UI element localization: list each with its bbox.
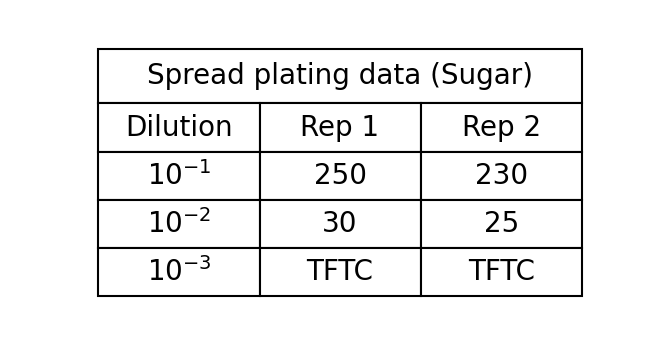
Text: 30: 30 — [322, 210, 358, 238]
Bar — [98, 49, 582, 103]
Bar — [98, 152, 260, 200]
Bar — [260, 152, 420, 200]
Text: Dilution: Dilution — [125, 114, 233, 142]
Bar — [98, 248, 260, 297]
Bar — [260, 248, 420, 297]
Bar — [98, 103, 260, 152]
Bar — [420, 103, 582, 152]
Text: Rep 2: Rep 2 — [462, 114, 541, 142]
Text: Spread plating data (Sugar): Spread plating data (Sugar) — [147, 62, 533, 90]
Text: 10$^{-3}$: 10$^{-3}$ — [147, 258, 211, 287]
Text: Rep 1: Rep 1 — [301, 114, 380, 142]
Bar — [260, 200, 420, 248]
Text: 230: 230 — [475, 162, 528, 190]
Text: TFTC: TFTC — [307, 258, 374, 286]
Bar — [420, 248, 582, 297]
Text: 10$^{-2}$: 10$^{-2}$ — [147, 209, 211, 239]
Text: 10$^{-1}$: 10$^{-1}$ — [147, 161, 211, 191]
Bar — [420, 200, 582, 248]
Text: 250: 250 — [313, 162, 367, 190]
Text: TFTC: TFTC — [468, 258, 535, 286]
Bar — [98, 200, 260, 248]
Bar — [420, 152, 582, 200]
Text: 25: 25 — [484, 210, 519, 238]
Bar — [260, 103, 420, 152]
